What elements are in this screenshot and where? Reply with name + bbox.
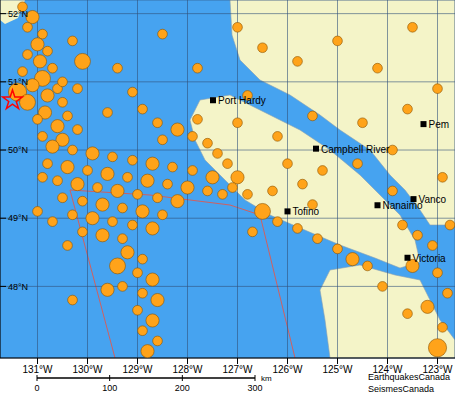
svg-text:127°W: 127°W (222, 364, 253, 375)
svg-text:SeismesCanada: SeismesCanada (368, 384, 434, 394)
svg-text:130°W: 130°W (72, 364, 103, 375)
svg-text:126°W: 126°W (272, 364, 303, 375)
svg-text:125°W: 125°W (322, 364, 353, 375)
svg-text:100: 100 (102, 383, 117, 393)
svg-text:49°N: 49°N (8, 213, 28, 223)
svg-text:Vanco: Vanco (419, 194, 447, 205)
svg-text:Victoria: Victoria (413, 253, 447, 264)
svg-text:km: km (261, 374, 272, 383)
svg-text:48°N: 48°N (8, 282, 28, 292)
svg-text:Nanaimo: Nanaimo (383, 200, 423, 211)
svg-text:Campbell River: Campbell River (321, 144, 390, 155)
svg-text:128°W: 128°W (172, 364, 203, 375)
svg-text:131°W: 131°W (22, 364, 53, 375)
svg-text:Pem: Pem (429, 119, 448, 130)
svg-text:200: 200 (175, 383, 190, 393)
svg-text:124°W: 124°W (372, 364, 403, 375)
svg-text:52°N: 52°N (8, 9, 28, 19)
svg-text:129°W: 129°W (122, 364, 153, 375)
svg-text:123°W: 123°W (422, 364, 447, 375)
svg-text:Port Hardy: Port Hardy (218, 95, 266, 106)
svg-text:300: 300 (247, 383, 262, 393)
svg-text:50°N: 50°N (8, 145, 28, 155)
svg-text:0: 0 (34, 383, 39, 393)
svg-text:Tofino: Tofino (293, 206, 320, 217)
svg-text:51°N: 51°N (8, 77, 28, 87)
